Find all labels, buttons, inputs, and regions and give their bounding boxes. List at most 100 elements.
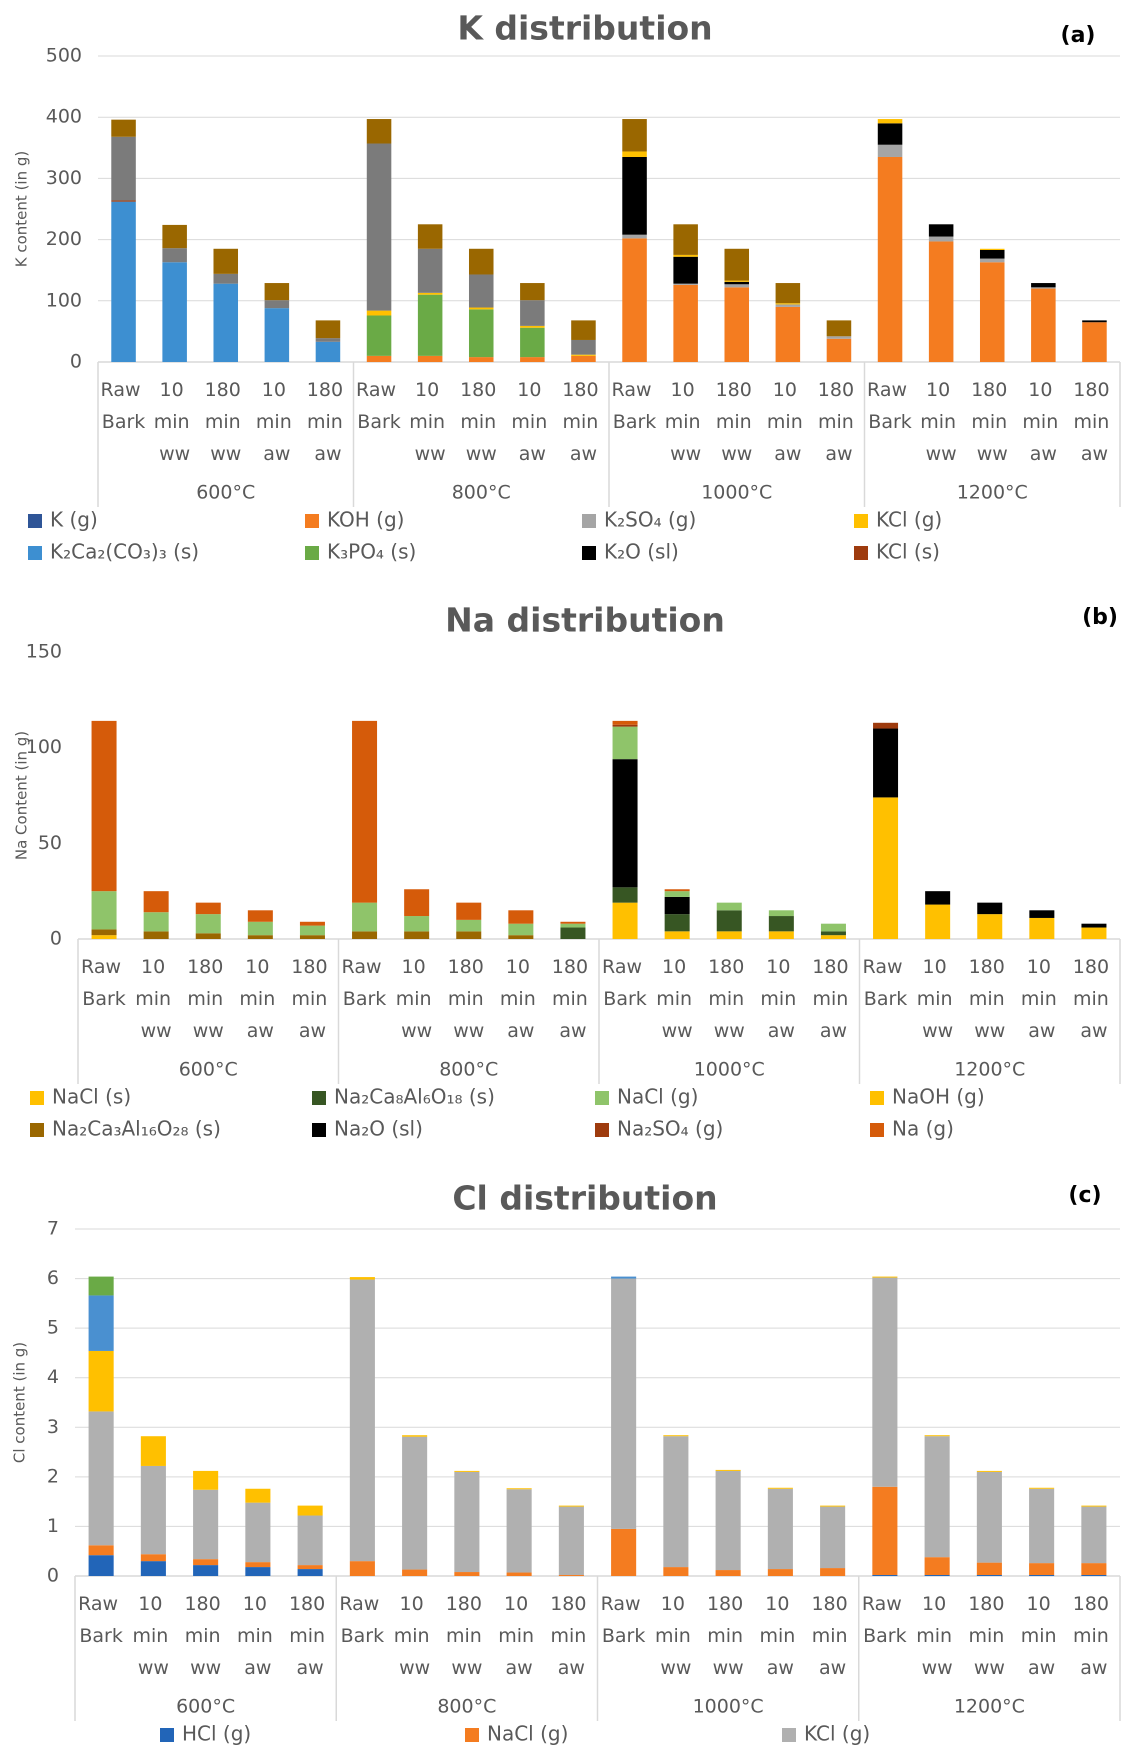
bar-segment <box>264 308 290 362</box>
legend-swatch <box>465 1728 479 1742</box>
bar-segment <box>820 935 846 939</box>
bar-segment <box>873 797 899 939</box>
bar-segment <box>264 300 290 309</box>
bar-segment <box>820 1568 846 1576</box>
bar-segment <box>91 935 117 939</box>
legend-swatch <box>28 514 42 528</box>
bar-segment <box>213 248 239 274</box>
x-tick-label: Raw Bark <box>862 1593 908 1647</box>
y-tick-label: 50 <box>38 832 62 854</box>
bar-segment <box>297 1565 323 1570</box>
bar-segment <box>245 1567 271 1576</box>
bar-segment <box>979 258 1005 263</box>
bar-segment <box>454 1470 480 1472</box>
bar-segment <box>1029 1488 1055 1564</box>
legend-swatch <box>305 546 319 560</box>
x-tick-label: 180 min ww <box>716 379 758 465</box>
y-tick-label: 200 <box>46 228 82 250</box>
bar-segment <box>91 891 117 930</box>
x-tick-label: 10 min aw <box>498 1593 540 1679</box>
legend-label: HCl (g) <box>182 1722 251 1746</box>
bar-segment <box>820 931 846 936</box>
bar-segment <box>193 1489 219 1560</box>
x-tick-label: 10 min aw <box>759 1593 801 1679</box>
bar-segment <box>508 923 534 936</box>
bar-segment <box>1081 923 1107 928</box>
bar-segment <box>404 931 430 939</box>
bar-segment <box>673 256 698 284</box>
bar-segment <box>976 1575 1002 1576</box>
bar-segment <box>264 283 290 301</box>
bar-segment <box>88 1545 114 1556</box>
x-tick-label: 10 min aw <box>239 956 281 1042</box>
bar-segment <box>456 931 482 939</box>
bar-segment <box>299 921 325 926</box>
bar-segment <box>768 910 794 917</box>
bar-segment <box>297 1515 323 1566</box>
bar-segment <box>162 224 187 249</box>
bar-segment <box>979 250 1005 259</box>
bar-segment <box>140 1465 166 1555</box>
legend-swatch <box>854 546 868 560</box>
bar-segment <box>571 355 596 362</box>
bar-segment <box>826 338 852 362</box>
y-axis-label: Na Content (in g) <box>13 731 31 860</box>
bar-segment <box>88 1276 114 1296</box>
x-tick-label: 10 min ww <box>920 379 962 465</box>
x-tick-label: 10 min aw <box>1022 379 1064 465</box>
x-tick-label: 10 min ww <box>394 1593 436 1679</box>
bar-segment <box>558 1505 584 1507</box>
y-tick-label: 2 <box>47 1465 59 1487</box>
bar-segment <box>872 1277 898 1487</box>
bar-segment <box>1082 322 1107 362</box>
x-tick-label: 10 min ww <box>396 956 438 1042</box>
legend-label: K (g) <box>50 508 98 532</box>
bar-segment <box>612 724 638 727</box>
bar-segment <box>213 283 239 362</box>
bar-segment <box>315 338 341 342</box>
legend-label: NaCl (s) <box>52 1085 131 1109</box>
bar-segment <box>349 1279 375 1562</box>
bar-segment <box>195 933 221 939</box>
bar-segment <box>872 1575 898 1576</box>
group-label: 1200°C <box>957 482 1028 504</box>
x-tick-label: Raw Bark <box>863 956 909 1010</box>
group-label: 1200°C <box>954 1696 1025 1718</box>
x-tick-label: 10 min ww <box>917 956 959 1042</box>
legend-label: NaCl (g) <box>617 1085 698 1109</box>
x-tick-label: Raw Bark <box>356 379 402 433</box>
bar-segment <box>468 274 494 308</box>
y-tick-label: 100 <box>46 289 82 311</box>
bar-segment <box>872 1486 898 1576</box>
y-axis-label: Cl content (in g) <box>11 1342 29 1463</box>
x-tick-label: 180 min aw <box>550 1593 592 1679</box>
legend-swatch <box>870 1123 884 1137</box>
y-tick-label: 500 <box>46 45 82 67</box>
bar-segment <box>611 1528 637 1576</box>
legend-label: K₂O (sl) <box>604 540 679 564</box>
bar-segment <box>768 931 794 939</box>
bar-segment <box>297 1569 323 1576</box>
bar-segment <box>820 923 846 932</box>
bar-segment <box>299 935 325 939</box>
bar-segment <box>663 1567 689 1576</box>
x-tick-label: 180 min aw <box>1073 956 1115 1042</box>
bar-segment <box>1029 1487 1055 1489</box>
y-tick-label: 1 <box>47 1515 59 1537</box>
bar-segment <box>724 284 750 288</box>
bar-segment <box>520 283 545 301</box>
x-tick-label: Raw Bark <box>101 379 147 433</box>
bar-segment <box>673 283 698 285</box>
bar-segment <box>402 1569 428 1576</box>
legend-swatch <box>582 514 596 528</box>
bar-segment <box>976 1470 1002 1472</box>
bar-segment <box>520 325 545 328</box>
x-tick-label: 180 min ww <box>707 1593 749 1679</box>
bar-segment <box>506 1572 532 1576</box>
bar-segment <box>775 304 801 307</box>
bar-segment <box>928 236 954 242</box>
x-tick-label: 180 min aw <box>812 956 854 1042</box>
bar-segment <box>877 119 903 124</box>
bar-segment <box>111 200 136 202</box>
